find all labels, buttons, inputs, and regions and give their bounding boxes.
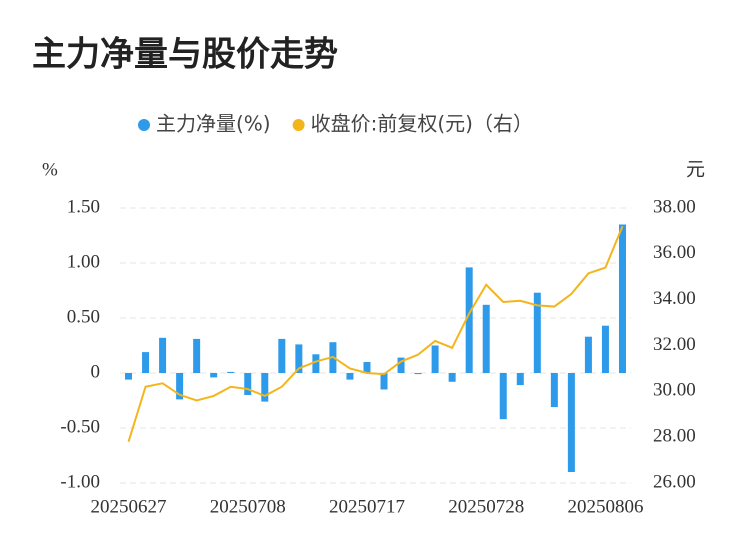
bar <box>414 373 422 375</box>
x-tick-label: 20250708 <box>210 496 286 517</box>
y2-tick-label: 38.00 <box>653 196 696 217</box>
bar <box>499 373 507 420</box>
bar <box>380 373 388 390</box>
legend-marker <box>138 119 150 131</box>
x-tick-label: 20250717 <box>329 496 405 517</box>
legend-label: 收盘价:前复权(元)（右） <box>311 112 533 136</box>
chart-title: 主力净量与股价走势 <box>32 35 338 75</box>
y-tick-label: -1.00 <box>60 471 100 492</box>
x-tick-label: 20250806 <box>567 496 643 517</box>
bar <box>550 373 558 408</box>
bar <box>431 345 439 373</box>
y-tick-label: 0 <box>91 361 101 382</box>
y2-tick-label: 26.00 <box>653 471 696 492</box>
bar <box>516 373 524 386</box>
bar <box>601 325 609 373</box>
bar <box>465 267 473 373</box>
x-tick-label: 20250728 <box>448 496 524 517</box>
bar <box>397 357 405 373</box>
y-tick-label: 1.00 <box>67 251 100 272</box>
y2-tick-label: 30.00 <box>653 380 696 401</box>
bar <box>295 344 303 373</box>
y2-axis-label: 元 <box>686 159 705 180</box>
bar <box>142 352 150 373</box>
legend-label: 主力净量(%) <box>156 112 271 136</box>
bar <box>618 224 626 373</box>
y2-tick-label: 32.00 <box>653 334 696 355</box>
bar <box>346 373 354 380</box>
bar <box>261 373 269 402</box>
y2-tick-label: 34.00 <box>653 288 696 309</box>
bar <box>176 373 184 400</box>
bar <box>567 373 575 472</box>
y-tick-label: -0.50 <box>60 416 100 437</box>
bar <box>244 373 252 395</box>
bar <box>533 292 541 373</box>
y-tick-label: 0.50 <box>67 306 100 327</box>
price-line <box>127 225 624 443</box>
bar <box>159 337 167 373</box>
y2-tick-label: 36.00 <box>653 242 696 263</box>
bar <box>210 373 218 378</box>
y-tick-label: 1.50 <box>67 196 100 217</box>
bar <box>482 304 490 373</box>
bar <box>448 373 456 382</box>
bar <box>227 371 235 373</box>
bar <box>125 373 133 380</box>
bar <box>363 362 371 373</box>
y2-tick-label: 28.00 <box>653 426 696 447</box>
bar <box>312 354 320 373</box>
bar <box>278 338 286 373</box>
legend-marker <box>292 119 305 131</box>
bar <box>584 336 592 373</box>
y-axis-label: % <box>42 159 58 180</box>
x-tick-label: 20250627 <box>91 496 167 517</box>
bar <box>193 338 201 373</box>
